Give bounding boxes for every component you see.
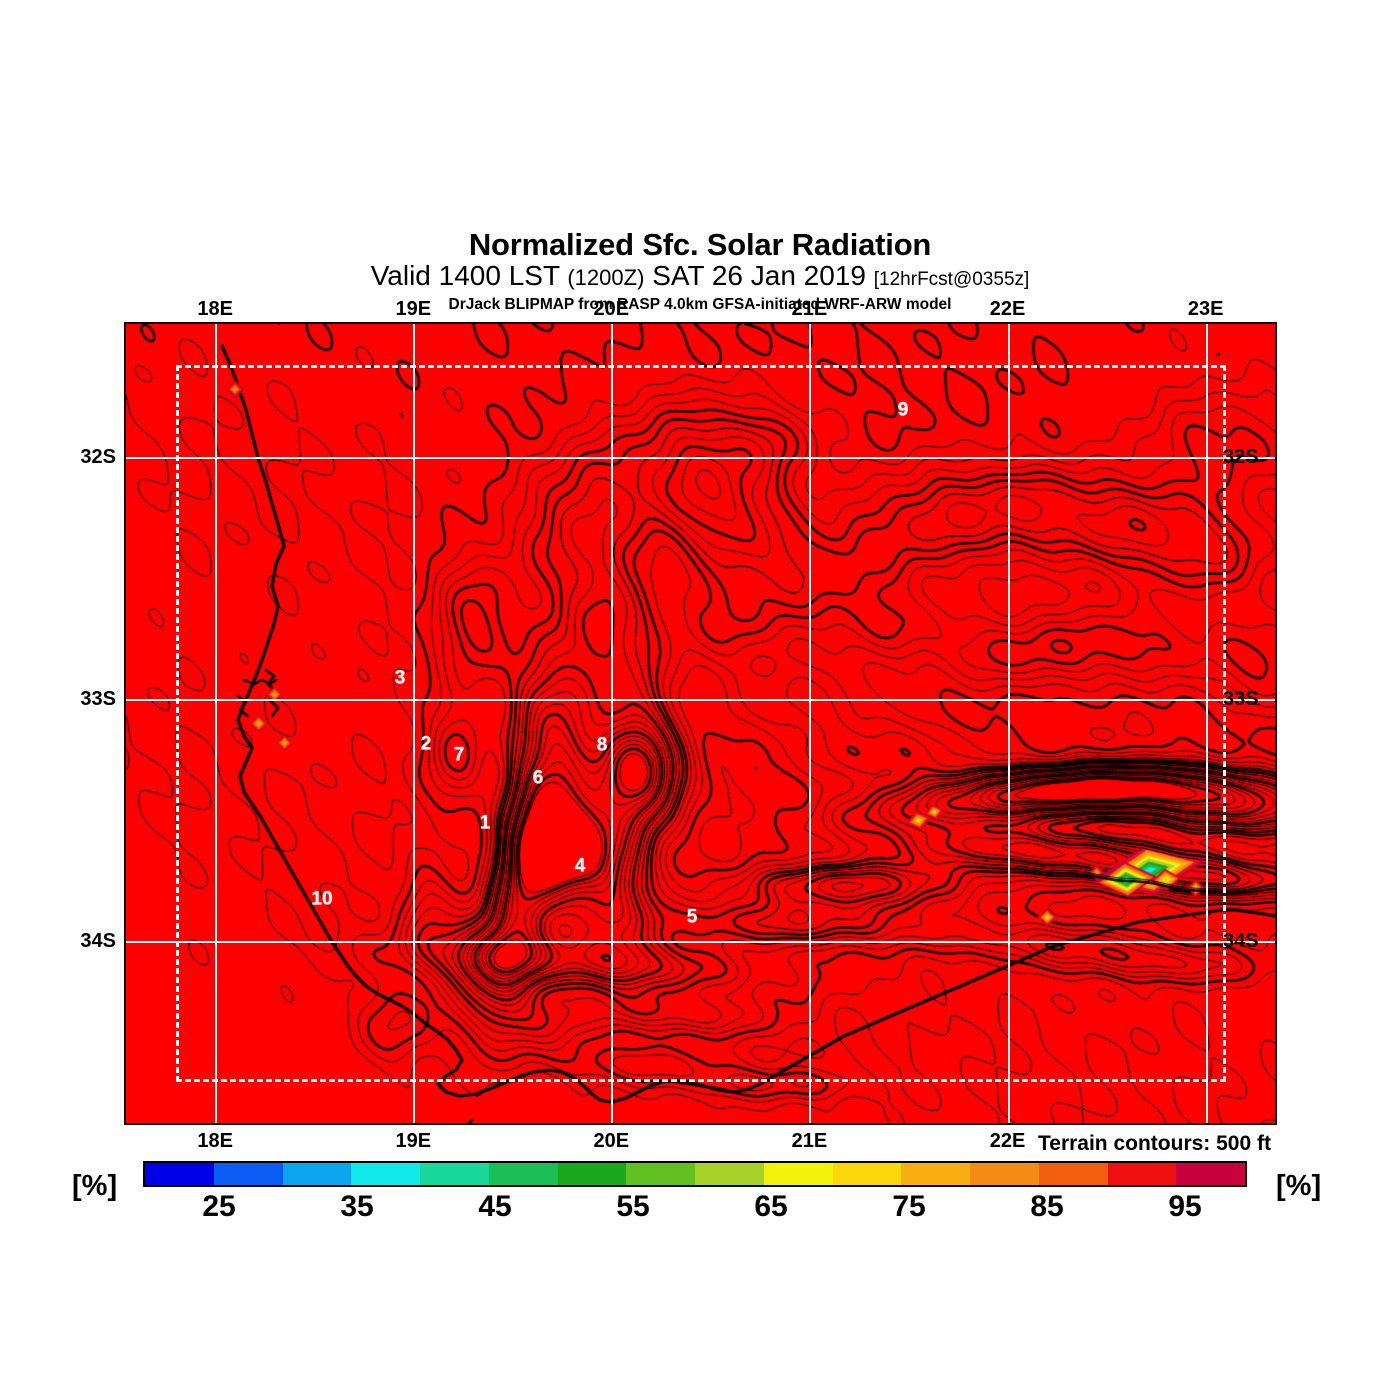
lon-label-top-21E: 21E (791, 298, 828, 320)
colorbar-tick-75: 75 (892, 1190, 926, 1223)
valid-date: SAT 26 Jan 2019 (652, 260, 866, 291)
page-title: Normalized Sfc. Solar Radiation (468, 227, 932, 262)
colorbar-band-3 (351, 1163, 420, 1185)
terrain-contour-note: Terrain contours: 500 ft (1038, 1132, 1271, 1155)
lon-label-top-19E: 19E (395, 298, 432, 320)
colorbar-tick-85: 85 (1030, 1190, 1064, 1223)
solar-radiation-raster (126, 324, 1275, 1123)
colorbar-band-14 (1107, 1163, 1177, 1185)
colorbar-band-13 (1038, 1163, 1108, 1185)
colorbar-tick-55: 55 (616, 1190, 650, 1223)
valid-prefix: Valid 1400 LST (370, 260, 560, 291)
lon-label-top-23E: 23E (1187, 298, 1224, 320)
colorbar-unit-left: [%] (72, 1170, 118, 1202)
colorbar-band-0 (145, 1163, 214, 1185)
colorbar-band-4 (420, 1163, 489, 1185)
model-credit: DrJack BLIPMAP from RASP 4.0km GFSA-init… (448, 296, 952, 313)
valid-utc: (1200Z) (567, 265, 645, 290)
colorbar-tick-95: 95 (1168, 1190, 1202, 1223)
colorbar-tick-65: 65 (754, 1190, 788, 1223)
colorbar-band-10 (832, 1163, 902, 1185)
colorbar-band-2 (282, 1163, 352, 1185)
colorbar-band-9 (763, 1163, 833, 1185)
lon-label-top-20E: 20E (593, 298, 630, 320)
lon-label-bottom-21E: 21E (791, 1130, 828, 1152)
colorbar-unit-right: [%] (1276, 1170, 1322, 1202)
colorbar-band-5 (488, 1163, 558, 1185)
colorbar-band-1 (213, 1163, 283, 1185)
lon-label-top-22E: 22E (989, 298, 1026, 320)
colorbar-band-7 (626, 1163, 695, 1185)
colorbar-band-15 (1176, 1163, 1245, 1185)
colorbar-band-11 (901, 1163, 970, 1185)
lon-label-bottom-19E: 19E (395, 1130, 432, 1152)
colorbar-band-12 (970, 1163, 1039, 1185)
lon-label-top-18E: 18E (197, 298, 233, 320)
lon-label-bottom-20E: 20E (593, 1130, 630, 1152)
colorbar-tick-25: 25 (202, 1190, 236, 1223)
map-frame[interactable]: 9 3 2 7 8 6 1 4 10 5 32S 33S 34S (124, 322, 1277, 1125)
valid-time-line: Valid 1400 LST (1200Z) SAT 26 Jan 2019 [… (0, 261, 1400, 295)
colorbar-band-6 (557, 1163, 627, 1185)
lat-label-left-32S: 32S (80, 446, 116, 469)
lon-label-bottom-22E: 22E (989, 1130, 1026, 1152)
header-block: Normalized Sfc. Solar Radiation Valid 14… (0, 228, 1400, 314)
lat-label-left-34S: 34S (80, 930, 116, 953)
colorbar-band-8 (695, 1163, 764, 1185)
lat-label-left-33S: 33S (80, 688, 116, 711)
colorbar-tick-45: 45 (478, 1190, 512, 1223)
lon-label-bottom-18E: 18E (197, 1130, 233, 1152)
forecast-tag: [12hrFcst@0355z] (873, 269, 1030, 290)
colorbar[interactable] (143, 1161, 1247, 1187)
colorbar-tick-35: 35 (340, 1190, 374, 1223)
